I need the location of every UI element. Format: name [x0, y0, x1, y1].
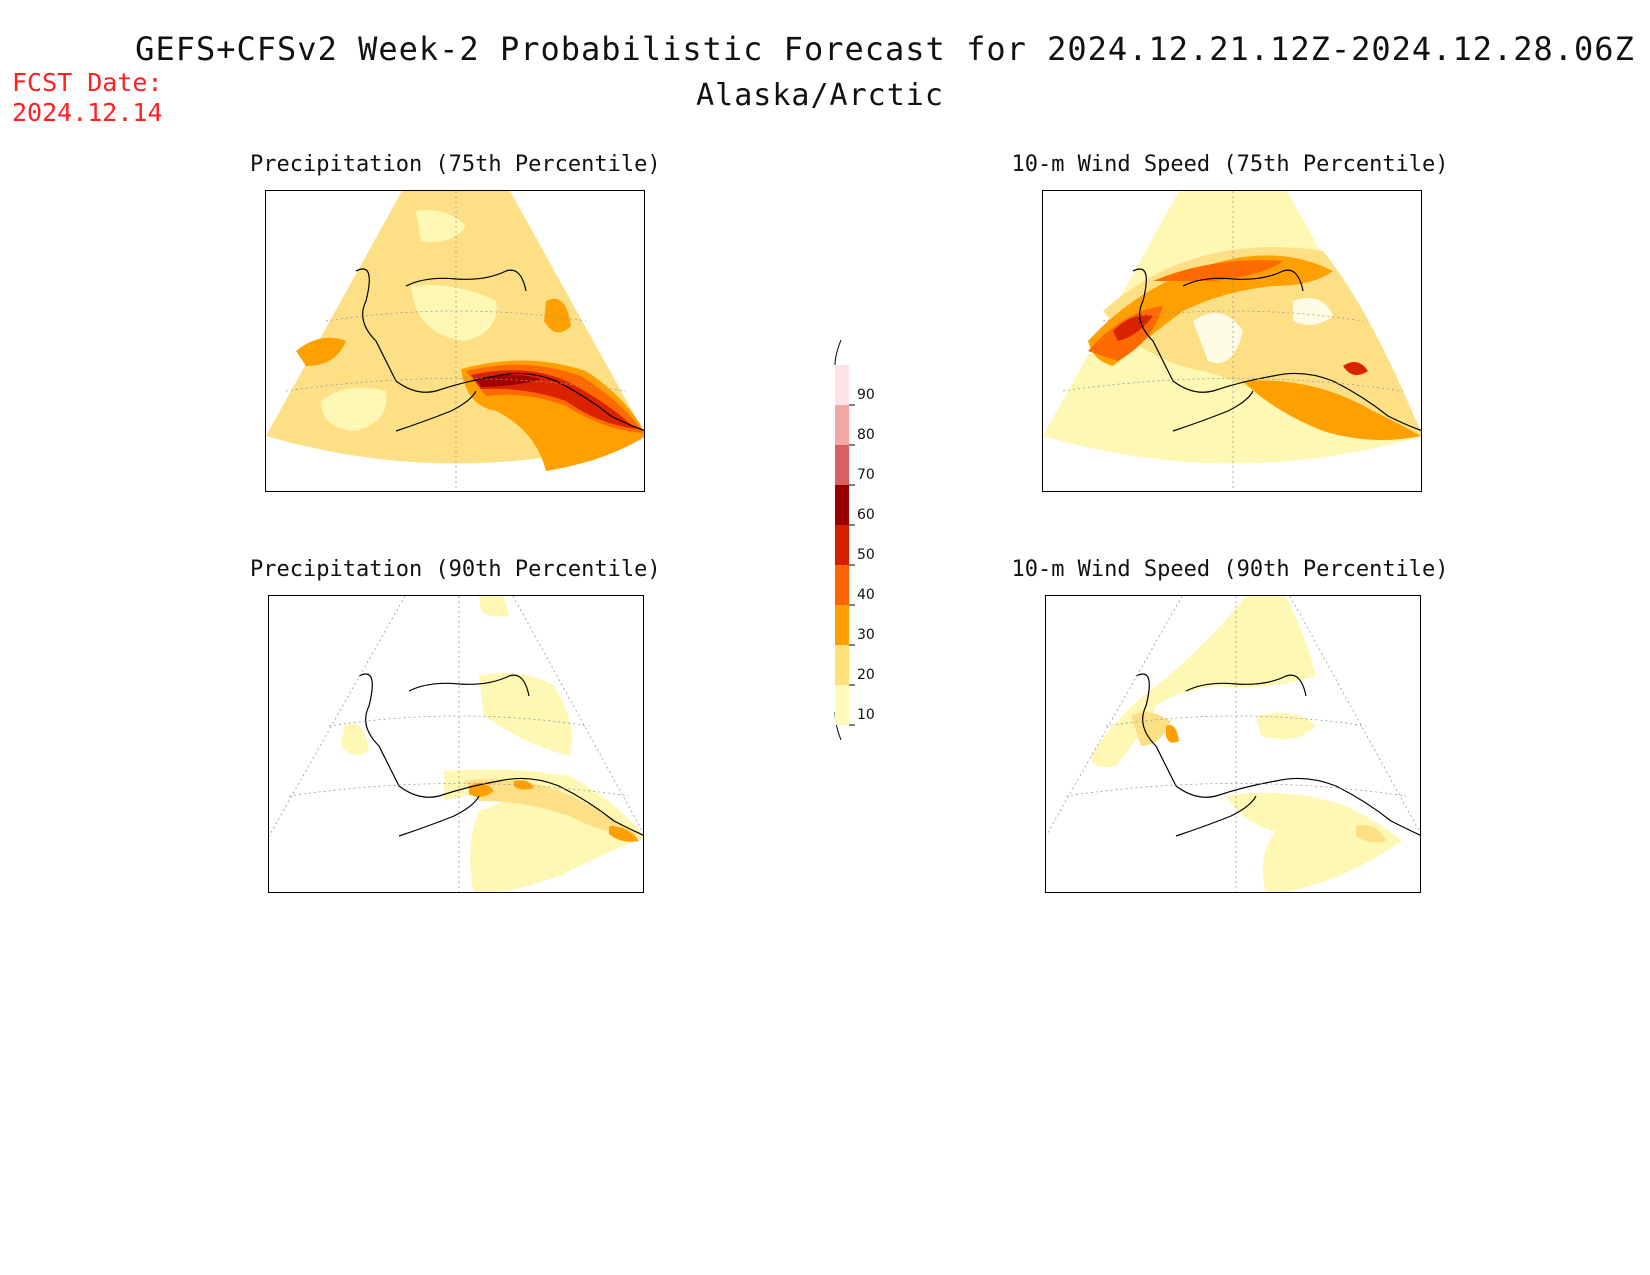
forecast-date-label: FCST Date: — [12, 68, 163, 97]
colorbar-tick-label: 10 — [857, 707, 875, 723]
forecast-date-value: 2024.12.14 — [12, 98, 163, 127]
contour-20 — [1356, 825, 1386, 843]
colorbar-swatch — [835, 685, 849, 725]
map-precip-90-canvas — [269, 596, 643, 892]
colorbar-swatch — [835, 405, 849, 445]
map-wind-90 — [1045, 595, 1421, 893]
colorbar-tick-label: 50 — [857, 547, 875, 563]
colorbar-swatch — [835, 605, 849, 645]
colorbar-tick-label: 30 — [857, 627, 875, 643]
contour-40 — [1153, 260, 1283, 281]
contour-20 — [464, 778, 639, 836]
panel-title-precip-90: Precipitation (90th Percentile) — [250, 557, 661, 582]
coastline — [355, 268, 644, 431]
coastline — [1182, 269, 1304, 292]
contour-10 — [1226, 792, 1402, 892]
graticule — [269, 596, 643, 892]
colorbar-swatch — [835, 525, 849, 565]
graticule — [285, 191, 627, 491]
contour-30 — [1166, 725, 1179, 743]
colorbar-swatch — [835, 485, 849, 525]
coastline — [1172, 390, 1254, 432]
contour-10 — [1293, 298, 1333, 325]
colorbar-tick-label: 70 — [857, 467, 875, 483]
contour-60 — [476, 375, 541, 387]
coastline — [408, 674, 530, 697]
contour-30 — [544, 298, 571, 333]
colorbar-swatch — [835, 645, 849, 685]
contour-30 — [296, 337, 346, 366]
coastline — [1175, 795, 1257, 837]
colorbar-swatch — [835, 365, 849, 405]
map-wind-90-canvas — [1046, 596, 1420, 892]
coastline — [1135, 673, 1420, 836]
contour-50 — [1113, 315, 1153, 341]
contour-20 — [1131, 712, 1171, 746]
coastline — [395, 390, 477, 432]
contour-50 — [1343, 362, 1368, 375]
colorbar-swatch — [835, 565, 849, 605]
colorbar-swatches — [834, 339, 855, 741]
colorbar-top-arrow — [834, 339, 842, 366]
contour-30 — [469, 782, 494, 797]
colorbar-tick-label: 80 — [857, 427, 875, 443]
coastline — [405, 269, 527, 292]
map-precip-75 — [265, 190, 645, 492]
panel-title-precip-75: Precipitation (75th Percentile) — [250, 152, 661, 177]
map-precip-75-canvas — [266, 191, 644, 491]
graticule — [1062, 191, 1404, 491]
page-title: GEFS+CFSv2 Week-2 Probabilistic Forecast… — [135, 30, 1635, 68]
graticule — [1046, 596, 1420, 892]
map-wind-75 — [1042, 190, 1422, 492]
colorbar: 90 80 70 60 50 40 30 20 10 — [820, 330, 900, 750]
colorbar-tick-label: 90 — [857, 387, 875, 403]
contour-30 — [1243, 380, 1421, 440]
coastline — [1185, 674, 1307, 697]
contour-30 — [1088, 255, 1333, 366]
contour-10 — [411, 285, 497, 341]
panel-title-wind-75: 10-m Wind Speed (75th Percentile) — [1011, 152, 1449, 177]
contour-10 — [341, 723, 369, 755]
contour-10 — [321, 387, 387, 431]
colorbar-swatch — [835, 445, 849, 485]
map-precip-90 — [268, 595, 644, 893]
colorbar-tick-label: 40 — [857, 587, 875, 603]
region-subtitle: Alaska/Arctic — [696, 78, 944, 113]
contour-10 — [1091, 596, 1316, 768]
map-wind-75-canvas — [1043, 191, 1421, 491]
contour-10 — [416, 210, 466, 242]
coastline — [1132, 268, 1421, 431]
panel-title-wind-90: 10-m Wind Speed (90th Percentile) — [1011, 557, 1449, 582]
forecast-date-block: FCST Date: 2024.12.14 — [12, 68, 163, 128]
colorbar-tick-label: 60 — [857, 507, 875, 523]
contour-10 — [444, 769, 643, 892]
coastline — [398, 795, 480, 837]
contour-10 — [1193, 313, 1243, 363]
contour-10 — [479, 596, 509, 617]
coastline — [358, 673, 643, 836]
contour-30 — [609, 826, 639, 842]
colorbar-tick-label: 20 — [857, 667, 875, 683]
contour-10 — [1256, 712, 1316, 740]
contour-10 — [479, 672, 572, 756]
